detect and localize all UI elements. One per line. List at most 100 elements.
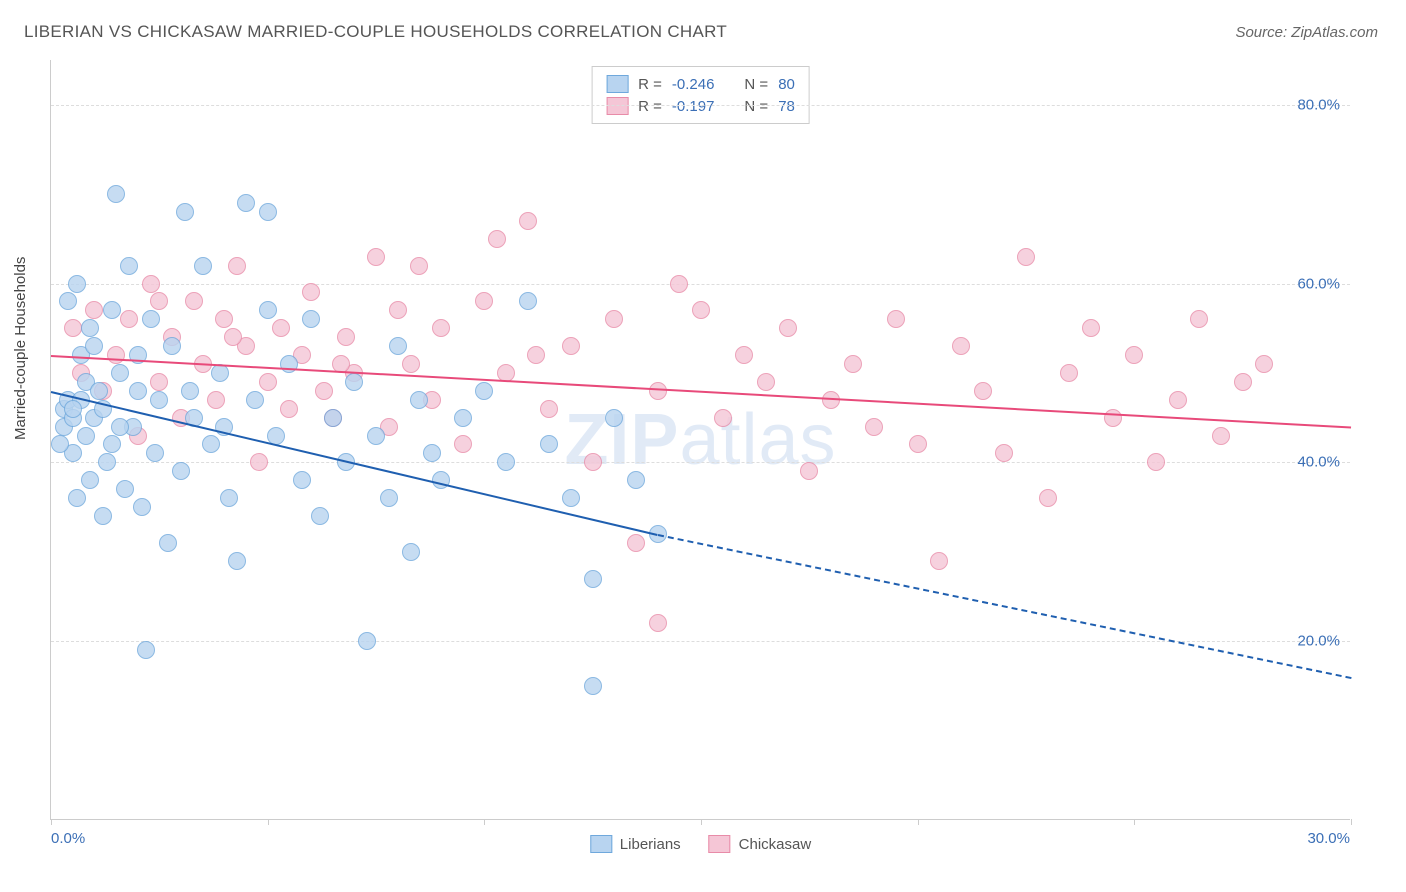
scatter-point-liberians: [345, 373, 363, 391]
scatter-point-liberians: [98, 453, 116, 471]
scatter-point-liberians: [51, 435, 69, 453]
scatter-point-chickasaw: [800, 462, 818, 480]
scatter-point-liberians: [111, 364, 129, 382]
scatter-point-chickasaw: [844, 355, 862, 373]
scatter-point-chickasaw: [1060, 364, 1078, 382]
gridline: [51, 105, 1350, 106]
scatter-point-liberians: [59, 292, 77, 310]
scatter-point-liberians: [116, 480, 134, 498]
scatter-point-chickasaw: [1082, 319, 1100, 337]
watermark: ZIPatlas: [564, 399, 836, 481]
scatter-point-chickasaw: [1190, 310, 1208, 328]
scatter-point-liberians: [103, 301, 121, 319]
scatter-point-chickasaw: [302, 283, 320, 301]
x-label-right: 30.0%: [1307, 830, 1350, 847]
scatter-point-chickasaw: [909, 435, 927, 453]
scatter-point-liberians: [540, 435, 558, 453]
scatter-point-chickasaw: [995, 444, 1013, 462]
scatter-point-liberians: [176, 203, 194, 221]
scatter-point-liberians: [519, 292, 537, 310]
scatter-point-chickasaw: [692, 301, 710, 319]
scatter-point-liberians: [107, 185, 125, 203]
chart-container: LIBERIAN VS CHICKASAW MARRIED-COUPLE HOU…: [0, 0, 1406, 892]
scatter-point-liberians: [293, 471, 311, 489]
scatter-point-liberians: [150, 391, 168, 409]
scatter-point-chickasaw: [627, 534, 645, 552]
scatter-point-liberians: [81, 319, 99, 337]
scatter-point-chickasaw: [432, 319, 450, 337]
scatter-point-chickasaw: [280, 400, 298, 418]
scatter-point-liberians: [133, 498, 151, 516]
scatter-point-liberians: [259, 203, 277, 221]
scatter-point-chickasaw: [670, 275, 688, 293]
swatch-chickasaw-bottom: [709, 835, 731, 853]
y-tick-label: 60.0%: [1297, 275, 1340, 292]
gridline: [51, 284, 1350, 285]
swatch-chickasaw: [606, 97, 628, 115]
scatter-point-liberians: [358, 632, 376, 650]
scatter-point-chickasaw: [1039, 489, 1057, 507]
scatter-point-chickasaw: [1234, 373, 1252, 391]
scatter-point-liberians: [90, 382, 108, 400]
scatter-point-chickasaw: [224, 328, 242, 346]
scatter-point-liberians: [228, 552, 246, 570]
scatter-point-chickasaw: [207, 391, 225, 409]
scatter-point-chickasaw: [142, 275, 160, 293]
scatter-point-chickasaw: [475, 292, 493, 310]
source-citation: Source: ZipAtlas.com: [1235, 24, 1378, 41]
scatter-point-chickasaw: [367, 248, 385, 266]
scatter-point-liberians: [163, 337, 181, 355]
x-tick: [268, 819, 269, 825]
scatter-point-liberians: [302, 310, 320, 328]
scatter-point-chickasaw: [974, 382, 992, 400]
swatch-liberians-bottom: [590, 835, 612, 853]
scatter-point-liberians: [111, 418, 129, 436]
scatter-point-liberians: [172, 462, 190, 480]
scatter-point-chickasaw: [410, 257, 428, 275]
legend-item-chickasaw: Chickasaw: [709, 835, 812, 853]
scatter-point-chickasaw: [527, 346, 545, 364]
scatter-point-chickasaw: [488, 230, 506, 248]
y-tick-label: 20.0%: [1297, 633, 1340, 650]
scatter-point-chickasaw: [315, 382, 333, 400]
legend-item-liberians: Liberians: [590, 835, 681, 853]
scatter-point-liberians: [410, 391, 428, 409]
scatter-point-chickasaw: [540, 400, 558, 418]
y-tick-label: 80.0%: [1297, 96, 1340, 113]
scatter-point-chickasaw: [519, 212, 537, 230]
scatter-point-chickasaw: [259, 373, 277, 391]
scatter-point-liberians: [402, 543, 420, 561]
x-tick: [918, 819, 919, 825]
scatter-point-liberians: [142, 310, 160, 328]
legend-stats-row-2: R = -0.197 N = 78: [606, 95, 795, 117]
scatter-point-liberians: [475, 382, 493, 400]
scatter-point-chickasaw: [402, 355, 420, 373]
scatter-point-liberians: [181, 382, 199, 400]
scatter-point-chickasaw: [64, 319, 82, 337]
y-tick-label: 40.0%: [1297, 454, 1340, 471]
scatter-point-chickasaw: [337, 328, 355, 346]
scatter-point-liberians: [220, 489, 238, 507]
scatter-point-liberians: [64, 400, 82, 418]
scatter-point-chickasaw: [649, 614, 667, 632]
scatter-point-chickasaw: [584, 453, 602, 471]
scatter-point-liberians: [367, 427, 385, 445]
scatter-point-liberians: [389, 337, 407, 355]
scatter-point-liberians: [68, 489, 86, 507]
scatter-point-liberians: [237, 194, 255, 212]
scatter-point-chickasaw: [1169, 391, 1187, 409]
x-tick: [51, 819, 52, 825]
x-tick: [1351, 819, 1352, 825]
scatter-point-liberians: [120, 257, 138, 275]
scatter-point-chickasaw: [649, 382, 667, 400]
scatter-point-liberians: [202, 435, 220, 453]
scatter-point-chickasaw: [107, 346, 125, 364]
legend-series: Liberians Chickasaw: [590, 835, 811, 853]
scatter-point-chickasaw: [865, 418, 883, 436]
scatter-point-chickasaw: [389, 301, 407, 319]
scatter-point-liberians: [311, 507, 329, 525]
scatter-point-chickasaw: [1255, 355, 1273, 373]
scatter-point-liberians: [497, 453, 515, 471]
scatter-point-liberians: [194, 257, 212, 275]
scatter-point-liberians: [380, 489, 398, 507]
